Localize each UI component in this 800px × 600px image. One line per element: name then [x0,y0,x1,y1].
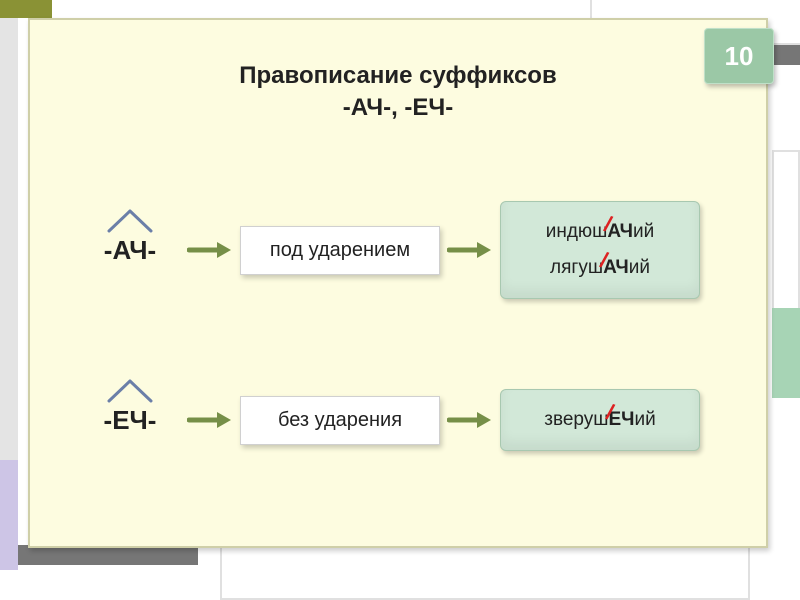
example-word: индюшАЧий / [546,214,655,250]
page-number: 10 [725,41,754,72]
rule-box-stressed: под ударением [240,226,440,275]
suffix-label-ech: -ЕЧ- [80,405,180,436]
arrow-icon [440,409,500,431]
rule-row-ech: -ЕЧ- без ударения зверушЕЧий [80,360,736,480]
example-box-ech: зверушЕЧий / [500,389,700,451]
arrow-icon [180,239,240,261]
example-suffix: АЧ [607,221,633,242]
rule-box-unstressed: без ударения [240,396,440,445]
bg-accent [0,0,52,18]
example-prefix: лягуш [550,257,603,278]
example-ending: ий [629,257,650,278]
example-box-ach: индюшАЧий / лягушАЧий / [500,201,700,299]
arrow-icon [180,409,240,431]
example-word: лягушАЧий / [550,250,650,286]
rule-text: под ударением [270,239,410,261]
bg-accent [220,540,750,600]
main-panel: Правописание суффиксов -АЧ-, -ЕЧ- -АЧ- [28,18,768,548]
bg-accent [772,150,800,310]
rule-row-ach: -АЧ- под ударением индюшАЧий [80,190,736,310]
example-ending: ий [635,409,656,430]
rule-text: без ударения [278,409,402,431]
title-line-2: -АЧ-, -ЕЧ- [239,92,556,124]
example-prefix: индюш [546,221,608,242]
bg-accent [18,545,198,565]
bg-accent [772,308,800,398]
caret-icon [107,377,153,403]
example-prefix: зверуш [544,409,608,430]
slide-title: Правописание суффиксов -АЧ-, -ЕЧ- [239,60,556,125]
suffix-text: -ЕЧ- [104,405,157,435]
arrow-icon [440,239,500,261]
caret-icon [107,207,153,233]
example-word: зверушЕЧий / [544,402,656,438]
page-number-badge: 10 [704,28,774,84]
bg-accent [0,460,18,570]
suffix-label-ach: -АЧ- [80,235,180,266]
example-ending: ий [633,221,654,242]
slide-canvas: Правописание суффиксов -АЧ-, -ЕЧ- -АЧ- [0,0,800,600]
stress-mark-icon: / [604,202,620,221]
suffix-text: -АЧ- [104,235,156,265]
title-line-1: Правописание суффиксов [239,60,556,92]
stress-mark-icon: / [606,390,622,409]
